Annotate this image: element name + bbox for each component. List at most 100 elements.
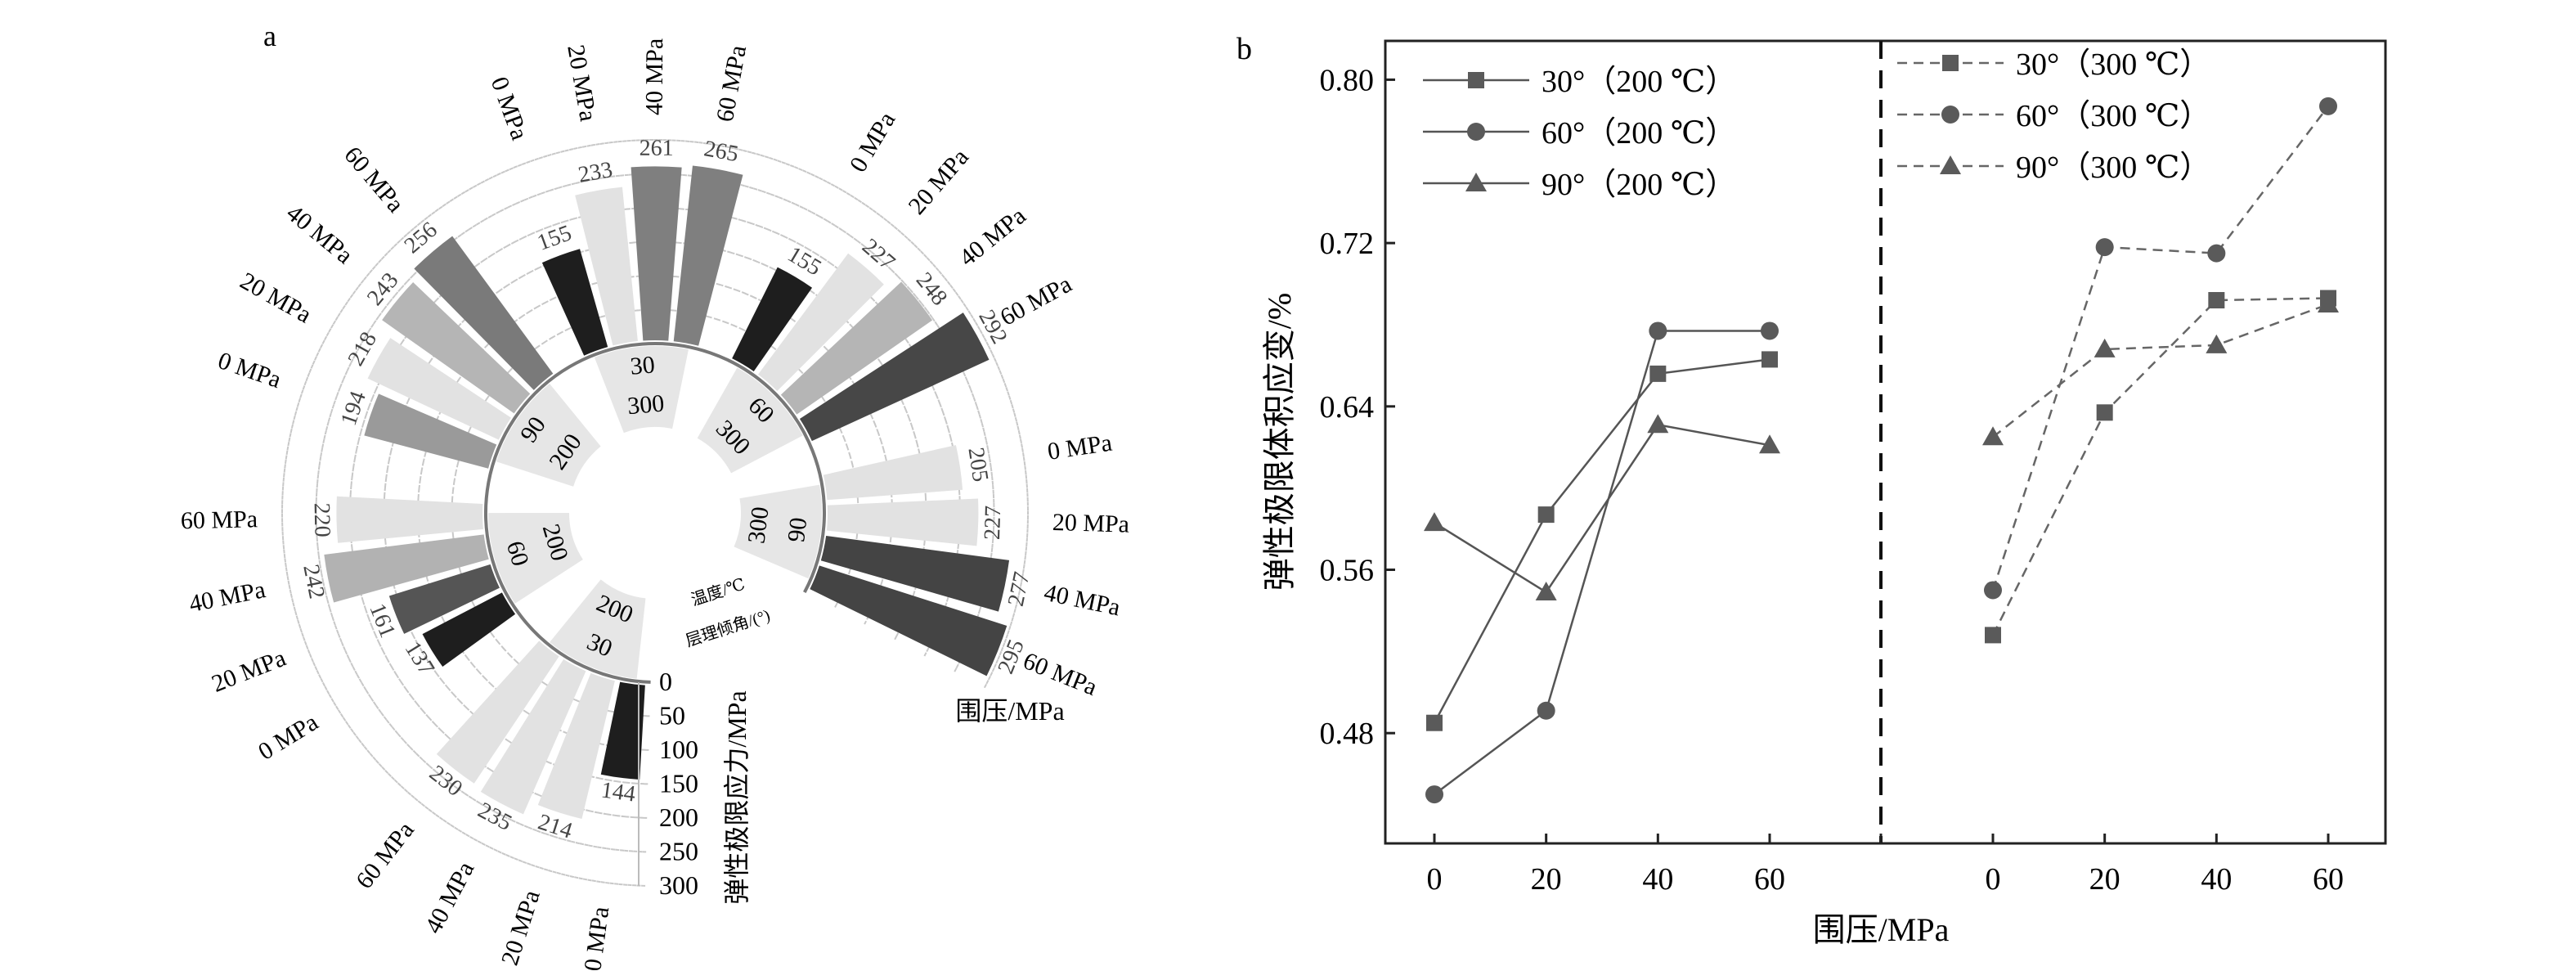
series-line (1434, 330, 1770, 796)
triangle-marker (1535, 581, 1557, 600)
bar-value-label: 277 (1003, 569, 1035, 608)
square-marker (1468, 72, 1484, 88)
x-tick-label: 0 (1986, 862, 2001, 897)
square-marker (2208, 292, 2225, 309)
grid-ring (383, 241, 927, 785)
triangle-marker (1647, 414, 1669, 434)
bar (780, 281, 933, 415)
bar (336, 496, 483, 543)
triangle-marker (1424, 512, 1445, 532)
circle-marker (1761, 321, 1779, 340)
series-line (1991, 297, 2329, 636)
triangle-marker (2206, 334, 2228, 353)
bar-value-label: 144 (599, 777, 637, 807)
group-temperature-label: 300 (743, 506, 774, 546)
pressure-label: 60 MPa (339, 142, 409, 218)
square-marker (1985, 627, 2001, 644)
bar (631, 166, 682, 341)
bar (414, 236, 554, 390)
triangle-marker (1982, 426, 2004, 446)
triangle-marker (1465, 173, 1487, 191)
triangle-marker (2318, 294, 2339, 313)
grid-ring (417, 275, 893, 751)
pressure-label: 60 MPa (996, 271, 1076, 331)
bar (732, 267, 813, 371)
square-marker (2096, 404, 2113, 421)
radial-axis-title: 弹性极限应力/MPa (722, 690, 752, 904)
group-angle-label: 30 (629, 351, 656, 380)
legend-label: 30°（200 ℃） (1542, 65, 1736, 99)
line-chart: 0.48 0.56 0.64 0.72 0.80 0 0 20 20 40 40 60 60 围压/MPa… (1261, 39, 2387, 948)
temperature-label: 温度/℃ (689, 574, 747, 609)
bar (436, 641, 559, 784)
pressure-label: 20 MPa (496, 887, 545, 969)
inner-circle (484, 342, 826, 684)
grid-ring (315, 173, 995, 853)
pressure-label: 40 MPa (1042, 579, 1123, 622)
bar (757, 253, 884, 391)
legend-pressure-label: 围压/MPa (955, 696, 1064, 726)
pressure-label: 60 MPa (1019, 647, 1101, 701)
pressure-label: 60 MPa (711, 43, 752, 124)
pressure-label: 60 MPa (351, 816, 420, 894)
circle-marker (1537, 701, 1555, 720)
group-sector (496, 383, 601, 487)
bar (364, 393, 497, 469)
pressure-label: 0 MPa (254, 708, 323, 766)
pressure-label: 0 MPa (214, 347, 285, 393)
pressure-label: 0 MPa (1046, 429, 1114, 465)
pressure-label: 20 MPa (562, 43, 602, 123)
group-sector (734, 484, 822, 579)
pressure-label: 40 MPa (420, 857, 479, 938)
x-tick-label: 60 (2313, 862, 2344, 897)
legend-label: 90°（300 ℃） (2016, 151, 2210, 185)
group-angle-label: 90 (783, 516, 812, 544)
legend-label: 90°（200 ℃） (1542, 168, 1736, 202)
legend-label: 30°（300 ℃） (2016, 47, 2210, 82)
pressure-label: 40 MPa (186, 576, 267, 618)
pressure-label: 20 MPa (236, 267, 316, 329)
y-tick-label: 0.48 (1320, 717, 1375, 751)
y-tick-label: 0.72 (1320, 227, 1375, 261)
triangle-marker (1759, 434, 1780, 454)
square-marker (1426, 714, 1443, 731)
radial-tick-label: 200 (659, 802, 698, 832)
circle-marker (2319, 97, 2337, 115)
bar (480, 659, 586, 815)
triangle-marker (2094, 338, 2116, 357)
bar-value-label: 227 (980, 506, 1006, 541)
x-tick-label: 60 (1754, 862, 1785, 897)
bar-value-label: 205 (963, 446, 993, 483)
bar (823, 445, 963, 501)
square-marker (1942, 55, 1959, 71)
pressure-label: 20 MPa (1052, 509, 1129, 538)
bar-value-label: 220 (309, 502, 335, 537)
circle-marker (2095, 238, 2114, 257)
pressure-label: 40 MPa (641, 38, 668, 115)
bar (422, 592, 516, 668)
bar (826, 498, 979, 546)
series-line (1992, 303, 2329, 438)
y-tick-label: 0.56 (1320, 554, 1375, 588)
bar (799, 312, 990, 442)
legend-label: 60°（200 ℃） (1542, 116, 1736, 151)
bar (673, 165, 743, 346)
circle-marker (1984, 581, 2002, 600)
bar (382, 282, 531, 414)
series-line (1433, 358, 1770, 724)
series-line (1991, 106, 2329, 591)
circle-marker (2207, 244, 2226, 263)
pressure-label: 20 MPa (208, 645, 289, 698)
bar (388, 564, 500, 634)
bar-value-label: 233 (577, 157, 615, 188)
radial-tick-label: 150 (659, 769, 698, 798)
bar (820, 535, 1010, 612)
pressure-label: 0 MPa (579, 905, 614, 971)
grid-ring (281, 138, 1029, 887)
x-tick-label: 40 (1642, 862, 1673, 897)
x-tick-label: 20 (1531, 862, 1562, 897)
pressure-label: 0 MPa (845, 107, 901, 177)
bar (324, 534, 489, 603)
square-marker (1537, 506, 1555, 524)
